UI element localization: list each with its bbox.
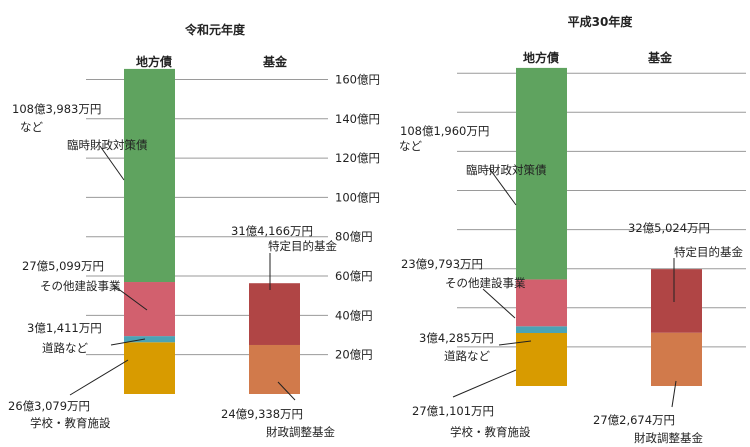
bar-segment <box>124 336 175 343</box>
chart-panel-1: 令和元年度 20億円 40億円 60億円 80億円 100億円 120億円 140億円 160億… <box>8 22 380 439</box>
leader-line <box>671 380 677 408</box>
category-label: 基金 <box>647 50 673 65</box>
bar-segment <box>651 332 702 386</box>
data-label: 3億1,411万円 <box>27 321 102 335</box>
data-label: その他建設事業 <box>40 279 121 293</box>
y-tick-label: 140億円 <box>335 112 380 126</box>
bar-segment <box>249 344 300 394</box>
data-label: 108億1,960万円 <box>400 124 489 138</box>
data-label: 23億9,793万円 <box>401 257 483 271</box>
y-tick-label: 20億円 <box>335 348 373 362</box>
leader-line <box>498 340 532 346</box>
data-label: など <box>20 120 43 134</box>
data-label: その他建設事業 <box>445 276 526 290</box>
bar-segment <box>516 279 567 327</box>
leader-line <box>482 288 516 319</box>
leader-line <box>69 359 129 396</box>
data-label: 32億5,024万円 <box>628 221 710 235</box>
y-tick-label: 40億円 <box>335 308 373 322</box>
bar-segment <box>124 68 175 283</box>
data-label: 31億4,166万円 <box>231 224 313 238</box>
data-label: 特定目的基金 <box>268 239 337 253</box>
y-tick-label: 60億円 <box>335 269 373 283</box>
data-label: 臨時財政対策債 <box>466 163 547 177</box>
y-tick-label: 120億円 <box>335 151 380 165</box>
data-label: 学校・教育施設 <box>30 416 111 430</box>
data-label: 特定目的基金 <box>674 245 743 259</box>
data-label: 27億1,101万円 <box>412 404 494 418</box>
y-tick-label: 160億円 <box>335 72 380 86</box>
data-label: 道路など <box>42 341 88 355</box>
leader-line <box>112 284 148 311</box>
category-label: 基金 <box>262 54 288 69</box>
data-label: 27億2,674万円 <box>593 413 675 427</box>
bar-segment <box>124 282 175 337</box>
data-label: 26億3,079万円 <box>8 399 90 413</box>
leader-line <box>99 145 125 181</box>
bar-segment <box>124 342 175 394</box>
data-label: 27億5,099万円 <box>22 259 104 273</box>
bar-segment <box>516 332 567 386</box>
data-label: 臨時財政対策債 <box>67 138 148 152</box>
leader-line <box>110 338 146 346</box>
data-label: 24億9,338万円 <box>221 407 303 421</box>
data-label: 財政調整基金 <box>266 425 335 439</box>
category-label: 地方債 <box>523 50 559 65</box>
leader-line <box>488 167 517 206</box>
bar-segment <box>516 67 567 280</box>
category-label: 地方債 <box>136 54 172 69</box>
y-tick-label: 100億円 <box>335 190 380 204</box>
bar-segment <box>516 326 567 333</box>
leader-line <box>452 369 517 398</box>
data-label: 学校・教育施設 <box>450 425 531 439</box>
data-label: 3億4,285万円 <box>419 331 494 345</box>
data-label: 道路など <box>444 349 490 363</box>
data-label: 108億3,983万円 <box>12 102 101 116</box>
chart-title: 令和元年度 <box>184 22 246 37</box>
chart-title: 平成30年度 <box>568 14 634 29</box>
data-label: など <box>399 139 422 153</box>
bar-segment <box>249 283 300 345</box>
y-tick-label: 80億円 <box>335 230 373 244</box>
leader-line <box>277 381 296 401</box>
data-label: 財政調整基金 <box>634 431 703 445</box>
bar-segment <box>651 269 702 333</box>
